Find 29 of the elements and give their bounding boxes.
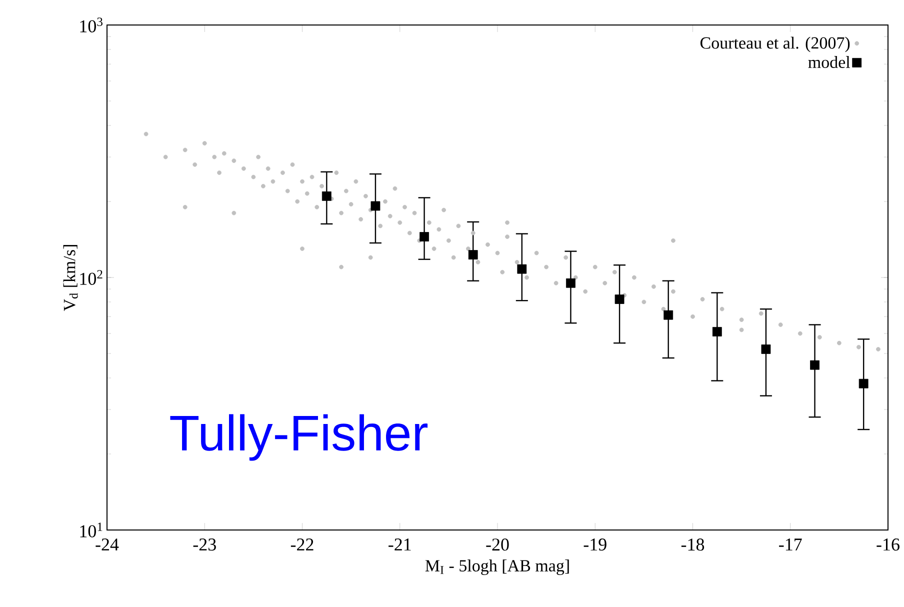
point	[810, 360, 820, 370]
x-tick-label: -17	[779, 538, 802, 550]
y-axis-title: V$_{d}$ [km/s]	[63, 245, 78, 311]
point	[566, 278, 576, 288]
x-tick-label: -24	[96, 538, 119, 550]
x-axis-title: M$_{I}$ - 5logh [AB mag]	[425, 560, 569, 575]
point	[370, 201, 380, 211]
point	[468, 250, 478, 260]
point	[858, 378, 868, 388]
legend-label: model	[808, 56, 850, 68]
point	[664, 310, 674, 320]
x-tick-label: -18	[681, 538, 704, 551]
annotation: Tully-Fisher	[170, 414, 428, 461]
point	[761, 344, 771, 354]
x-tick-label: -23	[193, 538, 216, 551]
x-tick-label: -16	[876, 538, 900, 551]
x-tick-label: -20	[486, 538, 509, 551]
x-tick-label: -22	[290, 538, 314, 550]
y-tick-label: 10$^{1}$	[80, 522, 102, 538]
x-tick-label: -19	[584, 538, 606, 551]
legend-label: Courteau et al. (2007)	[700, 36, 850, 52]
point	[322, 191, 332, 201]
point	[420, 232, 429, 242]
point	[517, 264, 527, 274]
point	[614, 294, 624, 304]
y-tick-label: 10$^{3}$	[80, 18, 102, 32]
point	[712, 326, 722, 336]
y-tick-label: 10$^{2}$	[80, 270, 102, 285]
x-tick-label: -21	[388, 538, 411, 550]
